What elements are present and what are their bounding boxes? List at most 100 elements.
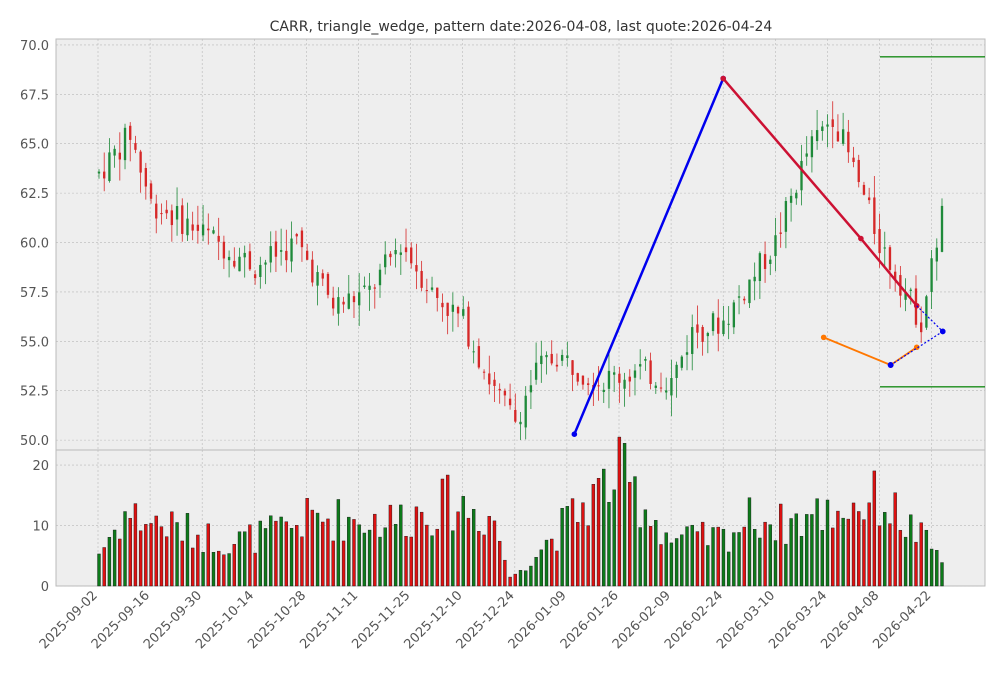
volume-bar [274, 520, 278, 587]
volume-bar [321, 521, 325, 587]
candle-body [222, 241, 226, 259]
candle-body [337, 297, 340, 314]
volume-bar [883, 512, 887, 587]
volume-bar [622, 443, 627, 587]
volume-bar [524, 570, 528, 587]
candle-body [394, 250, 397, 255]
candle-body [602, 389, 605, 393]
volume-bar [451, 530, 455, 587]
volume-bar [872, 470, 877, 587]
volume-bar [149, 523, 153, 587]
candle-body [540, 355, 543, 365]
volume-bar [773, 540, 778, 587]
volume-bar [742, 526, 746, 587]
candle-body [581, 375, 585, 385]
candle-body [815, 130, 819, 142]
volume-bar [367, 529, 372, 587]
volume-panel: 0 10 20 [32, 436, 986, 595]
candle-body [784, 201, 788, 232]
candle-body [420, 270, 423, 288]
volume-bar [144, 524, 148, 587]
candle-body [201, 224, 205, 236]
candle-body [524, 395, 527, 428]
volume-bar [789, 518, 793, 587]
candle-body [847, 131, 850, 153]
candle-body [326, 273, 330, 295]
volume-bar [721, 528, 726, 587]
volume-bar [217, 550, 221, 587]
volume-bar [388, 504, 393, 587]
volume-bar [477, 531, 481, 587]
volume-bar [779, 503, 783, 587]
price-tick-label: 62.5 [20, 187, 49, 202]
volume-bar [685, 526, 689, 587]
candle-body [259, 264, 262, 277]
candle-body [883, 247, 886, 249]
candle-body [529, 385, 533, 393]
candle-body [930, 258, 933, 292]
volume-bar [492, 520, 497, 587]
volume-bar [867, 502, 871, 587]
candle-body [670, 377, 673, 396]
volume-bar [435, 528, 439, 587]
volume-bar [471, 509, 476, 587]
candle-body [160, 213, 163, 215]
volume-bar [846, 518, 851, 587]
volume-bar [414, 506, 419, 587]
volume-bar [836, 510, 840, 587]
candle-body [753, 276, 756, 282]
volume-bar [716, 526, 720, 587]
date-axis-ticks: 2025-09-022025-09-162025-09-302025-10-14… [37, 588, 935, 652]
candle-body [508, 398, 512, 406]
volume-bar [430, 535, 434, 587]
candle-body [342, 301, 345, 305]
candle-body [108, 152, 111, 181]
volume-bar [440, 478, 445, 587]
candle-body [550, 353, 553, 364]
volume-bar [799, 536, 804, 587]
volume-bar [258, 520, 262, 587]
price-tick-label: 65.0 [20, 138, 49, 153]
candle-body [857, 159, 860, 183]
volume-bar [237, 531, 242, 587]
candle-body [831, 119, 834, 127]
candle-body [498, 388, 501, 391]
candle-body [935, 247, 938, 262]
volume-bar [898, 530, 903, 587]
volume-bar [352, 519, 356, 587]
candle-body [410, 247, 413, 264]
volume-bar [680, 534, 684, 587]
candle-body [623, 379, 626, 389]
volume-bar [97, 553, 101, 587]
candle-body [144, 168, 148, 187]
candle-body [675, 364, 678, 378]
volume-bar [253, 552, 257, 587]
price-tick-label: 60.0 [20, 237, 49, 252]
volume-bar [232, 544, 236, 587]
candle-body [363, 285, 366, 288]
candle-body [665, 390, 668, 393]
volume-axis-ticks: 0 10 20 [32, 459, 49, 595]
volume-bar [664, 532, 668, 587]
volume-bar [201, 552, 205, 587]
volume-bar [315, 512, 320, 587]
volume-bar [747, 497, 752, 587]
candle-body [285, 250, 288, 261]
volume-bar [123, 511, 127, 587]
volume-bar [503, 559, 507, 587]
volume-bar [222, 554, 226, 587]
candle-body [779, 232, 782, 234]
price-tick-label: 52.5 [20, 385, 49, 400]
candle-body [368, 285, 371, 290]
candle-body [290, 238, 293, 262]
candle-body [430, 287, 434, 290]
candle-body [404, 247, 408, 253]
candle-body [175, 206, 179, 220]
candle-body [389, 253, 392, 258]
candle-body [519, 421, 522, 425]
candle-body [628, 376, 631, 382]
volume-bar [591, 484, 596, 587]
candle-body [763, 254, 767, 269]
volume-bar [409, 536, 413, 587]
volume-bar [326, 518, 330, 587]
